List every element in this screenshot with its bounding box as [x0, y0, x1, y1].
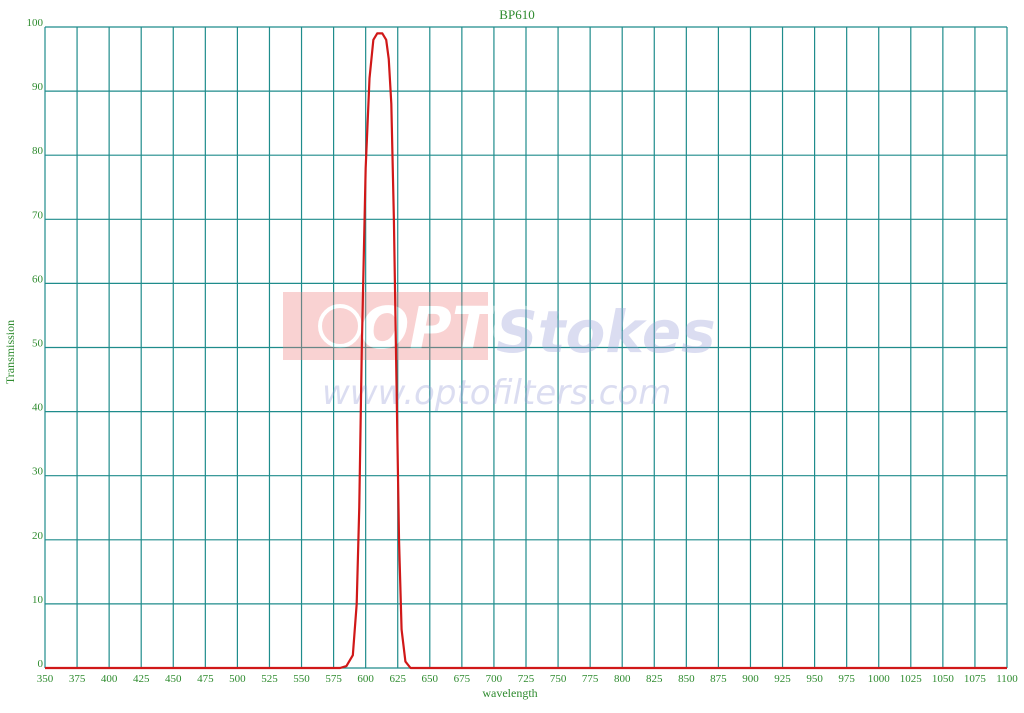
x-tick-label: 650: [422, 673, 439, 685]
x-tick-label: 400: [101, 673, 118, 685]
x-tick-label: 475: [197, 673, 214, 685]
x-tick-label: 550: [293, 673, 310, 685]
x-tick-label: 925: [774, 673, 791, 685]
x-tick-label: 975: [838, 673, 855, 685]
x-axis-label: wavelength: [482, 686, 537, 700]
y-tick-label: 100: [27, 17, 44, 29]
x-tick-label: 725: [518, 673, 535, 685]
x-tick-label: 450: [165, 673, 182, 685]
watermark-logo-icon: [318, 304, 362, 348]
x-tick-label: 575: [325, 673, 342, 685]
y-tick-label: 20: [32, 530, 44, 542]
x-tick-label: 1000: [868, 673, 891, 685]
y-axis-label: Transmission: [3, 320, 17, 384]
series-line: [45, 32, 1007, 670]
grid: [44, 26, 1008, 669]
y-tick-label: 60: [32, 273, 44, 285]
chart-title: BP610: [499, 7, 534, 22]
x-tick-label: 850: [678, 673, 695, 685]
y-tick-label: 90: [32, 81, 44, 93]
x-tick-label: 950: [806, 673, 823, 685]
x-tick-label: 825: [646, 673, 663, 685]
x-tick-label: 675: [454, 673, 471, 685]
watermark-url: www.optofilters.com: [322, 373, 671, 413]
x-tick-label: 1050: [932, 673, 955, 685]
x-tick-label: 1075: [964, 673, 987, 685]
y-tick-label: 50: [32, 338, 44, 350]
x-tick-label: 750: [550, 673, 567, 685]
y-tick-label: 80: [32, 145, 44, 157]
x-tick-label: 875: [710, 673, 727, 685]
x-tick-label: 350: [37, 673, 54, 685]
x-tick-label: 375: [69, 673, 86, 685]
x-tick-label: 525: [261, 673, 278, 685]
x-tick-label: 425: [133, 673, 150, 685]
x-tick-label: 775: [582, 673, 599, 685]
x-tick-label: 800: [614, 673, 631, 685]
watermark-logo: OPTO: [360, 294, 541, 362]
x-tick-label: 500: [229, 673, 246, 685]
x-tick-label: 700: [486, 673, 503, 685]
watermark: OPTO Stokes www.optofilters.com: [283, 292, 716, 413]
y-tick-label: 10: [32, 594, 44, 606]
x-tick-label: 1025: [900, 673, 923, 685]
y-tick-label: 0: [38, 658, 44, 670]
y-tick-label: 70: [32, 209, 44, 221]
watermark-brand: Stokes: [496, 298, 716, 366]
x-tick-label: 1100: [996, 673, 1018, 685]
x-tick-label: 600: [357, 673, 374, 685]
x-tick-label: 900: [742, 673, 759, 685]
watermark-logo-box: [283, 292, 488, 360]
y-tick-label: 40: [32, 402, 44, 414]
x-tick-label: 625: [389, 673, 406, 685]
y-tick-label: 30: [32, 466, 44, 478]
